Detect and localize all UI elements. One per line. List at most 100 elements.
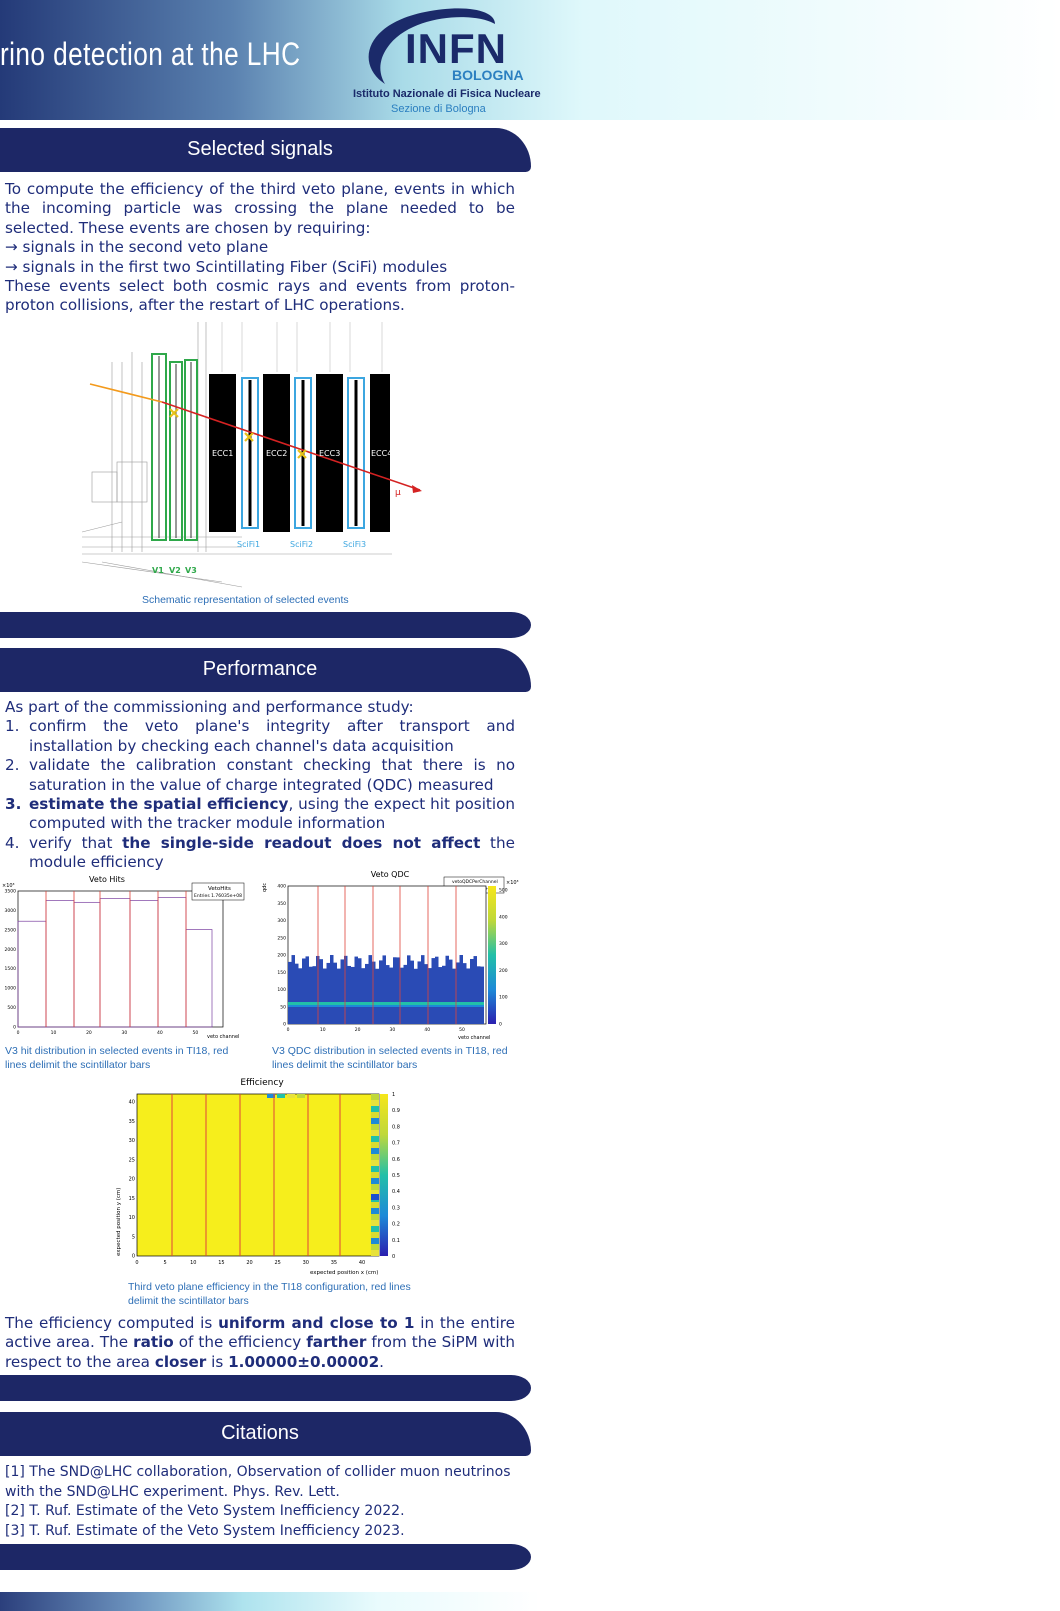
section-footer-bar	[0, 1544, 531, 1570]
qdc-xtick-label: 30	[390, 1027, 396, 1033]
eff-ytick-label: 20	[129, 1177, 135, 1183]
qdc-bin	[386, 965, 390, 1024]
qdc-bin	[452, 968, 456, 1024]
efficiency-cell	[371, 1166, 379, 1172]
logo-arc-icon	[368, 8, 495, 84]
hits-bar	[157, 897, 187, 1028]
ecc-label-4: ECC4	[371, 449, 392, 458]
efficiency-cell	[371, 1148, 379, 1154]
qdc-bin	[480, 966, 484, 1024]
qdc-bin	[288, 961, 292, 1024]
qdc-bin	[337, 968, 341, 1024]
logo-institute: Istituto Nazionale di Fisica Nucleare	[353, 88, 541, 100]
qdc-ytick-label: 100	[277, 987, 286, 993]
scifi-label-2: SciFi2	[290, 540, 313, 549]
hits-ytick-label: 2500	[5, 927, 17, 933]
eff-ztick-label: 0.7	[392, 1141, 400, 1147]
hits-bar	[17, 920, 47, 1028]
hits-xtick-label: 50	[192, 1030, 198, 1036]
hits-xlabel: veto channel	[207, 1034, 239, 1040]
qdc-ytick-label: 350	[277, 901, 286, 907]
result-paragraph: The efficiency computed is uniform and c…	[5, 1314, 516, 1371]
detector-schematic: ECC1 ECC2 ECC3 ECC4 μ SciFi1 SciFi2 SciF…	[82, 322, 442, 592]
efficiency-cell	[371, 1172, 379, 1178]
qdc-caption: V3 QDC distribution in selected events i…	[272, 1045, 508, 1071]
eff-ytick-label: 0	[132, 1254, 135, 1260]
hits-xtick-label: 30	[122, 1030, 128, 1036]
efficiency-cell	[371, 1136, 379, 1142]
efficiency-plot: Efficiency expected position y (cm) 40 35…	[116, 1078, 400, 1276]
veto-label-1: V1	[152, 566, 164, 575]
qdc-bin	[400, 967, 404, 1024]
section-header-citations: Citations	[0, 1412, 531, 1456]
qdc-bin	[305, 956, 309, 1024]
qdc-bin	[344, 955, 348, 1024]
qdc-ytick-label: 300	[277, 918, 286, 924]
qdc-ztick-label: 300	[499, 941, 508, 947]
qdc-bin	[470, 958, 474, 1024]
ecc-label-3: ECC3	[319, 449, 340, 458]
hits-xtick-label: 40	[157, 1030, 163, 1036]
qdc-bin	[393, 957, 397, 1024]
hits-bar	[185, 929, 213, 1028]
section-footer-bar	[0, 612, 531, 638]
qdc-bin	[473, 956, 477, 1024]
efficiency-cell	[371, 1238, 379, 1244]
qdc-plot-title: Veto QDC	[371, 870, 410, 879]
qdc-ytick-label: 50	[280, 1004, 286, 1010]
qdc-bin	[414, 968, 418, 1024]
ecc-label-1: ECC1	[212, 449, 233, 458]
qdc-bin	[319, 959, 323, 1024]
hits-caption: V3 hit distribution in selected events i…	[5, 1045, 229, 1071]
qdc-ztick-label: 400	[499, 914, 508, 920]
hits-y-exponent: ×10³	[2, 883, 15, 889]
hits-xtick-label: 10	[51, 1030, 57, 1036]
efficiency-cell	[371, 1220, 379, 1226]
qdc-bin	[298, 968, 302, 1024]
hits-ytick-label: 1500	[5, 966, 17, 972]
efficiency-result: The efficiency computed is uniform and c…	[5, 1314, 515, 1372]
requirement-2: → signals in the first two Scintillating…	[5, 257, 448, 276]
ecc-label-2: ECC2	[266, 449, 287, 458]
qdc-bin	[323, 968, 327, 1024]
eff-xtick-label: 0	[135, 1260, 138, 1266]
qdc-band	[288, 1002, 484, 1005]
efficiency-cell	[371, 1094, 379, 1100]
veto-hits-plot: Veto Hits ×10³ VetoHits Entries 1.76035e…	[2, 875, 245, 1040]
qdc-bin	[459, 955, 463, 1024]
eff-ztick-label: 0.4	[392, 1189, 400, 1195]
eff-ztick-label: 0.6	[392, 1157, 400, 1163]
qdc-xtick-label: 40	[424, 1027, 430, 1033]
eff-ylabel: expected position y (cm)	[116, 1188, 122, 1256]
qdc-bin	[358, 958, 362, 1024]
eff-ztick-label: 0.8	[392, 1124, 400, 1130]
efficiency-cell	[371, 1130, 379, 1136]
section-footer-bar	[0, 1375, 531, 1401]
citations-list: [1] The SND@LHC collaboration, Observati…	[5, 1463, 520, 1541]
eff-xtick-label: 5	[164, 1260, 167, 1266]
qdc-stats-name: vetoQDCPerChannel	[452, 879, 498, 885]
citation-item: [2] T. Ruf. Estimate of the Veto System …	[5, 1503, 405, 1519]
eff-ztick-label: 1	[392, 1092, 395, 1098]
hits-stats-name: VetoHits	[208, 886, 231, 892]
efficiency-caption: Third veto plane efficiency in the TI18 …	[128, 1281, 411, 1307]
citation-item: [3] T. Ruf. Estimate of the Veto System …	[5, 1522, 405, 1539]
poster-header: rino detection at the LHC INFN BOLOGNA I…	[0, 0, 1060, 120]
efficiency-cell	[371, 1160, 379, 1166]
infn-logo: INFN BOLOGNA Istituto Nazionale di Fisic…	[353, 0, 541, 120]
efficiency-cell	[297, 1094, 305, 1098]
efficiency-cell	[371, 1106, 379, 1112]
hits-ytick-label: 500	[7, 1005, 16, 1011]
eff-ytick-label: 30	[129, 1138, 135, 1144]
qdc-ztick-label: 500	[499, 888, 508, 894]
eff-xtick-label: 40	[359, 1260, 365, 1266]
list-item: 4. verify that the single-side readout do…	[5, 833, 515, 872]
qdc-bin	[382, 955, 386, 1024]
efficiency-cell	[371, 1142, 379, 1148]
qdc-bin	[302, 958, 306, 1024]
qdc-bin	[428, 968, 432, 1024]
eff-ztick-label: 0.9	[392, 1108, 400, 1114]
eff-ztick-label: 0.5	[392, 1173, 400, 1179]
qdc-ztick-label: 200	[499, 968, 508, 974]
veto-qdc-plot: Veto QDC vetoQDCPerChannel Entries 1.756…	[262, 870, 519, 1041]
